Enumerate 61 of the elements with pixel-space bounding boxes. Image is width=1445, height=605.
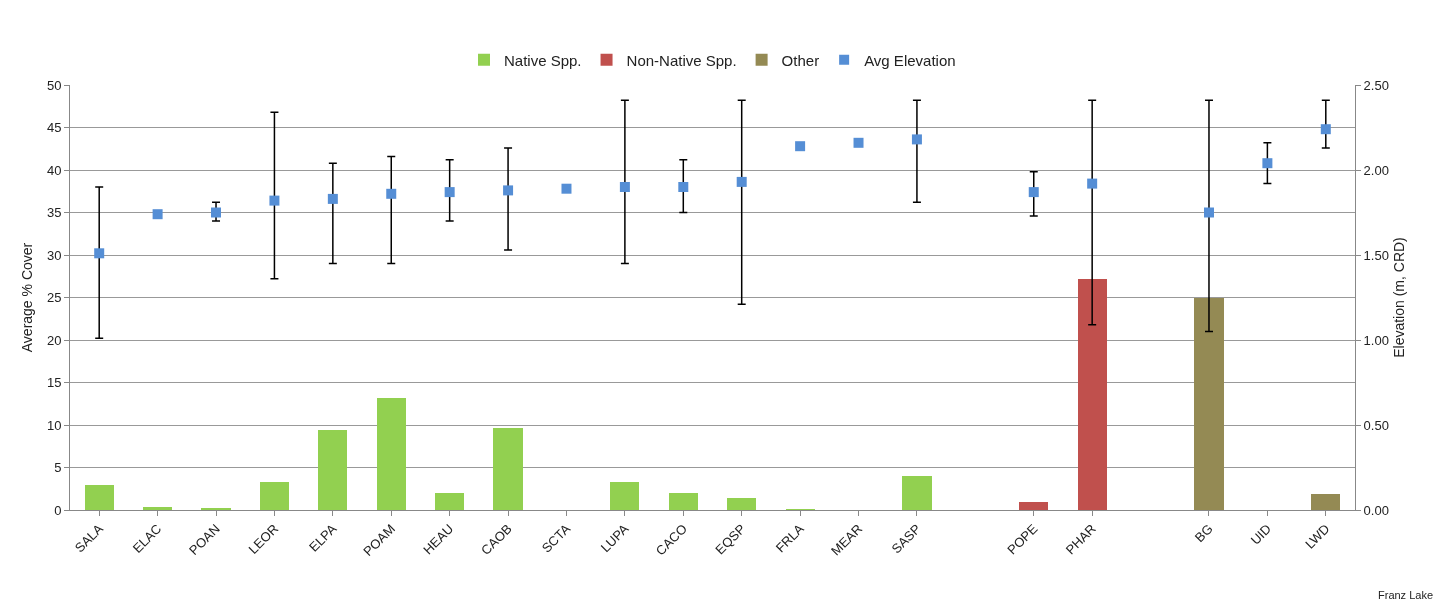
point	[1028, 187, 1039, 198]
point	[386, 188, 397, 199]
bar	[1019, 502, 1049, 510]
y-tick-label: 30	[46, 247, 62, 263]
text: Franz Lake	[1378, 589, 1434, 601]
bar	[902, 476, 932, 510]
bar	[376, 397, 406, 510]
point	[561, 183, 572, 194]
point	[911, 134, 922, 145]
legend-label: Non-Native Spp.	[626, 51, 737, 69]
y-tick-label: 40	[46, 162, 62, 178]
bar	[84, 484, 114, 510]
bar	[1077, 278, 1107, 510]
bar	[318, 430, 348, 510]
point	[1320, 124, 1331, 135]
y-axis-title: Average % Cover	[19, 242, 35, 353]
y-tick-label: 35	[46, 205, 62, 221]
point	[211, 207, 222, 218]
point	[94, 248, 105, 259]
y2-tick-label: 1.00	[1363, 332, 1389, 348]
point	[678, 182, 689, 192]
y-tick-label: 45	[46, 120, 62, 136]
y-tick-label: 50	[46, 77, 62, 93]
bar	[610, 481, 640, 510]
bar	[668, 493, 698, 510]
legend-label: Native Spp.	[504, 51, 582, 69]
point	[1262, 158, 1273, 169]
y2-tick-label: 1.50	[1363, 247, 1389, 263]
point	[269, 195, 280, 206]
y-tick-label: 20	[46, 332, 62, 348]
point	[444, 187, 455, 198]
legend-label: Avg Elevation	[864, 51, 956, 69]
y2-tick-label: 0.00	[1363, 502, 1389, 518]
legend-label: Other	[781, 51, 820, 69]
point	[736, 176, 747, 187]
point	[853, 137, 864, 148]
y2-tick-label: 0.50	[1363, 417, 1389, 433]
point	[1087, 178, 1098, 189]
bar	[727, 498, 757, 510]
bar	[143, 507, 173, 510]
y-tick-label: 0	[54, 502, 62, 518]
x-tick-label: BG	[1191, 521, 1216, 546]
y-tick-label: 15	[46, 375, 62, 391]
y-tick-label: 5	[54, 460, 62, 476]
x-tick-label: UID	[1247, 521, 1275, 548]
bar	[435, 493, 465, 510]
point	[152, 209, 163, 220]
y-tick-label: 10	[46, 417, 62, 433]
point	[503, 185, 514, 196]
y2-tick-label: 2.00	[1363, 162, 1389, 178]
bar	[1311, 493, 1341, 510]
y2-tick-label: 2.50	[1363, 77, 1389, 93]
bar	[493, 428, 523, 510]
y2-axis-title: Elevation (m, CRD)	[1390, 237, 1407, 358]
bar	[259, 481, 290, 510]
bar	[1194, 297, 1224, 510]
point	[795, 141, 806, 152]
point	[1203, 207, 1214, 218]
point	[619, 182, 630, 192]
point	[327, 193, 338, 204]
y-tick-label: 25	[46, 290, 62, 306]
